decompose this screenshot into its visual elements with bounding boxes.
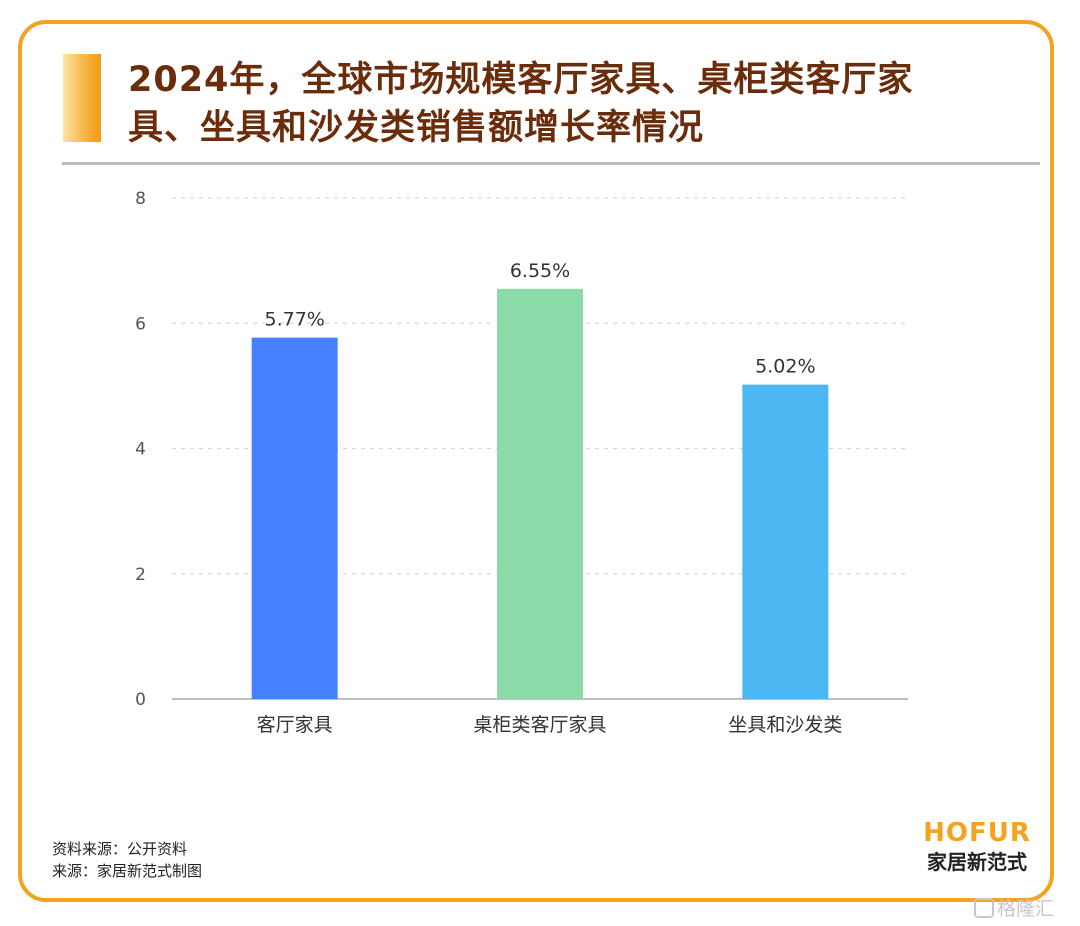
brand-name-cn: 家居新范式 [927,850,1027,874]
data-label: 5.02% [755,356,815,378]
watermark: 格隆汇 [974,894,1054,921]
chart-title: 2024年，全球市场规模客厅家具、桌柜类客厅家具、坐具和沙发类销售额增长率情况 [128,60,914,148]
x-category-label: 客厅家具 [257,714,333,736]
bar [742,384,829,699]
x-category-label: 桌柜类客厅家具 [473,714,606,736]
source-note: 资料来源：公开资料 [52,840,188,858]
footer-notes: 资料来源：公开资料 来源：家居新范式制图 [52,838,202,882]
brand-name-en: HOFUR [923,818,1031,848]
watermark-icon [974,898,994,918]
y-tick-label: 2 [135,565,146,585]
credit-note: 来源：家居新范式制图 [52,862,203,880]
y-tick-label: 6 [135,314,146,334]
brand-logo: HOFUR 家居新范式 [912,818,1042,876]
data-label: 6.55% [510,260,570,282]
y-tick-label: 8 [135,189,146,209]
watermark-text: 格隆汇 [997,898,1055,920]
title-divider [62,162,1040,165]
bar [497,288,583,699]
y-tick-label: 4 [135,440,146,460]
x-category-label: 坐具和沙发类 [728,714,842,736]
title-accent-bar [63,54,101,142]
y-tick-label: 0 [135,690,146,710]
data-label: 5.77% [264,309,324,331]
bar [251,337,338,699]
